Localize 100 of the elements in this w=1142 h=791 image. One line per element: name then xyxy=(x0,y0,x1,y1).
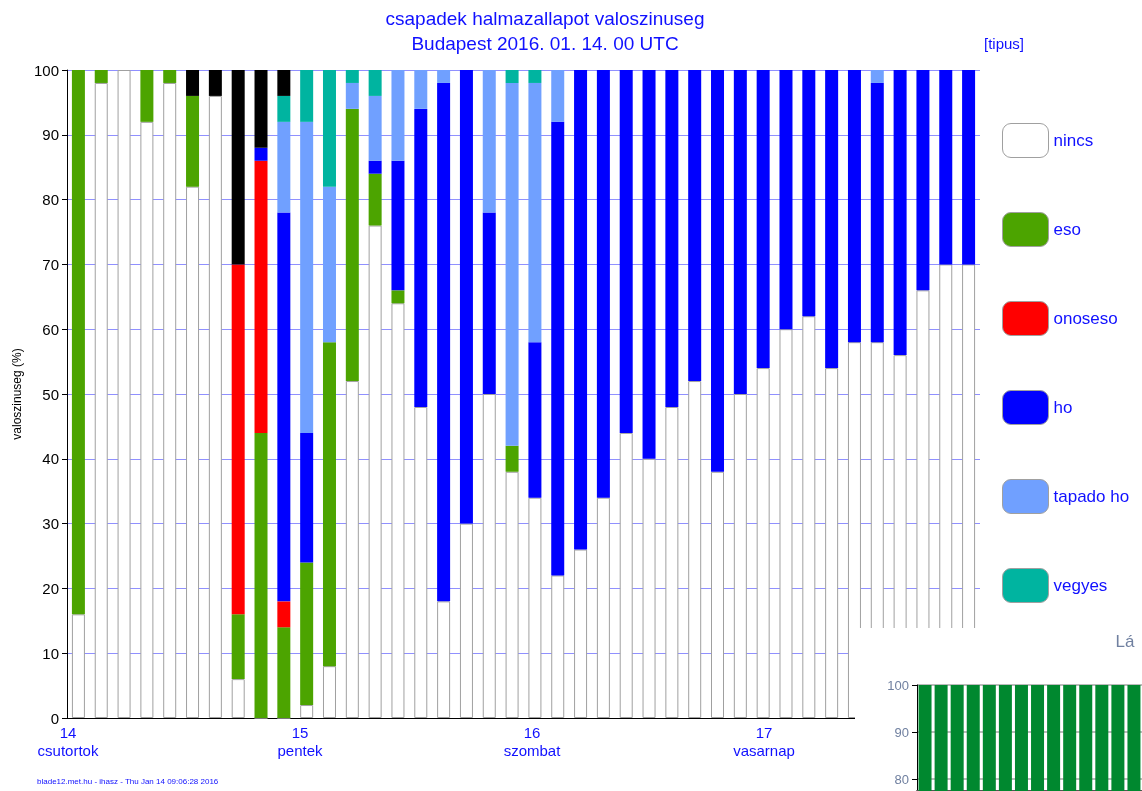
y-tick-label: 40 xyxy=(42,450,59,468)
bar xyxy=(254,147,268,161)
bar xyxy=(300,121,314,433)
bar xyxy=(140,121,154,718)
bar xyxy=(505,445,519,472)
bar xyxy=(459,70,473,524)
bar xyxy=(756,368,770,718)
bar xyxy=(414,406,428,718)
bar xyxy=(939,70,953,265)
y-tick-label: 90 xyxy=(42,126,59,144)
y-tick-label: 100 xyxy=(33,61,59,79)
bar xyxy=(345,381,359,718)
bar xyxy=(711,471,725,718)
legend-label: onoseso xyxy=(1053,309,1118,328)
y-tick-label: 80 xyxy=(42,191,59,209)
bar xyxy=(300,705,314,718)
bar xyxy=(688,381,702,718)
y-tick-label: 10 xyxy=(42,644,59,662)
bar xyxy=(368,173,382,226)
bar xyxy=(71,70,85,615)
bar xyxy=(779,70,793,330)
bar xyxy=(322,342,336,667)
bar xyxy=(802,70,816,317)
bar xyxy=(368,95,382,161)
bar xyxy=(551,121,565,576)
text: 15 pentek xyxy=(277,723,324,759)
bar xyxy=(300,70,314,122)
bar xyxy=(71,614,85,718)
bar xyxy=(254,432,268,718)
legend-label: nincs xyxy=(1053,131,1094,150)
bar xyxy=(391,70,405,161)
bar xyxy=(825,368,839,718)
bar xyxy=(208,70,222,96)
text: 16 szombat xyxy=(503,723,562,759)
bar xyxy=(665,70,679,407)
bar xyxy=(391,160,405,291)
y-tick-label: 80 xyxy=(894,771,909,787)
bar xyxy=(870,70,884,83)
bar xyxy=(482,394,496,718)
legend-label: ho xyxy=(1053,398,1073,417)
y-tick-label: 20 xyxy=(42,579,59,597)
bar xyxy=(300,562,314,706)
bar xyxy=(277,121,291,213)
bar xyxy=(482,212,496,394)
bar xyxy=(186,186,200,718)
y-tick-label: 50 xyxy=(42,385,59,403)
bar xyxy=(847,70,861,343)
bar xyxy=(619,432,633,718)
bar xyxy=(665,406,679,718)
chart-title: Lá xyxy=(1115,632,1135,651)
bar xyxy=(437,601,451,718)
bar xyxy=(551,70,565,122)
bar xyxy=(596,497,610,718)
bar xyxy=(711,70,725,472)
chart-title: csapadek halmazallapot valoszinuseg xyxy=(385,8,705,29)
bar xyxy=(345,108,359,382)
bar xyxy=(528,82,542,343)
bar xyxy=(733,70,747,394)
chart-subtitle: Budapest 2016. 01. 14. 00 UTC xyxy=(411,33,679,54)
text: 17 vasarnap xyxy=(733,723,795,759)
bar xyxy=(231,614,245,680)
bar xyxy=(962,70,976,265)
bar xyxy=(505,82,519,446)
bar xyxy=(802,316,816,718)
bar xyxy=(277,70,291,96)
bar xyxy=(574,70,588,550)
bar xyxy=(163,70,177,83)
y-tick-label: 60 xyxy=(42,320,59,338)
bar xyxy=(574,549,588,718)
bar xyxy=(505,471,519,718)
bar xyxy=(482,70,496,213)
y-tick-label: 90 xyxy=(894,724,909,740)
bar xyxy=(528,342,542,498)
bar xyxy=(528,497,542,718)
bar xyxy=(642,458,656,718)
text: [tipus] xyxy=(983,35,1025,52)
bar xyxy=(368,225,382,718)
bar xyxy=(368,160,382,174)
bar xyxy=(779,329,793,718)
bar xyxy=(277,95,291,122)
bar xyxy=(414,108,428,407)
bar xyxy=(277,601,291,628)
y-tick-label: 30 xyxy=(42,515,59,533)
legend-label: eso xyxy=(1053,220,1081,239)
bar xyxy=(345,82,359,109)
bar xyxy=(528,70,542,83)
legend-label: tapado ho xyxy=(1053,487,1130,506)
bar xyxy=(322,666,336,718)
legend-label: vegyes xyxy=(1053,576,1108,595)
bar xyxy=(208,95,222,718)
bar xyxy=(642,70,656,459)
bar xyxy=(596,70,610,498)
bar xyxy=(505,70,519,83)
bar xyxy=(391,303,405,718)
bar xyxy=(551,575,565,718)
bar xyxy=(254,70,268,148)
bar xyxy=(893,70,907,356)
bar xyxy=(277,212,291,602)
bar xyxy=(688,70,702,382)
bar xyxy=(733,394,747,718)
